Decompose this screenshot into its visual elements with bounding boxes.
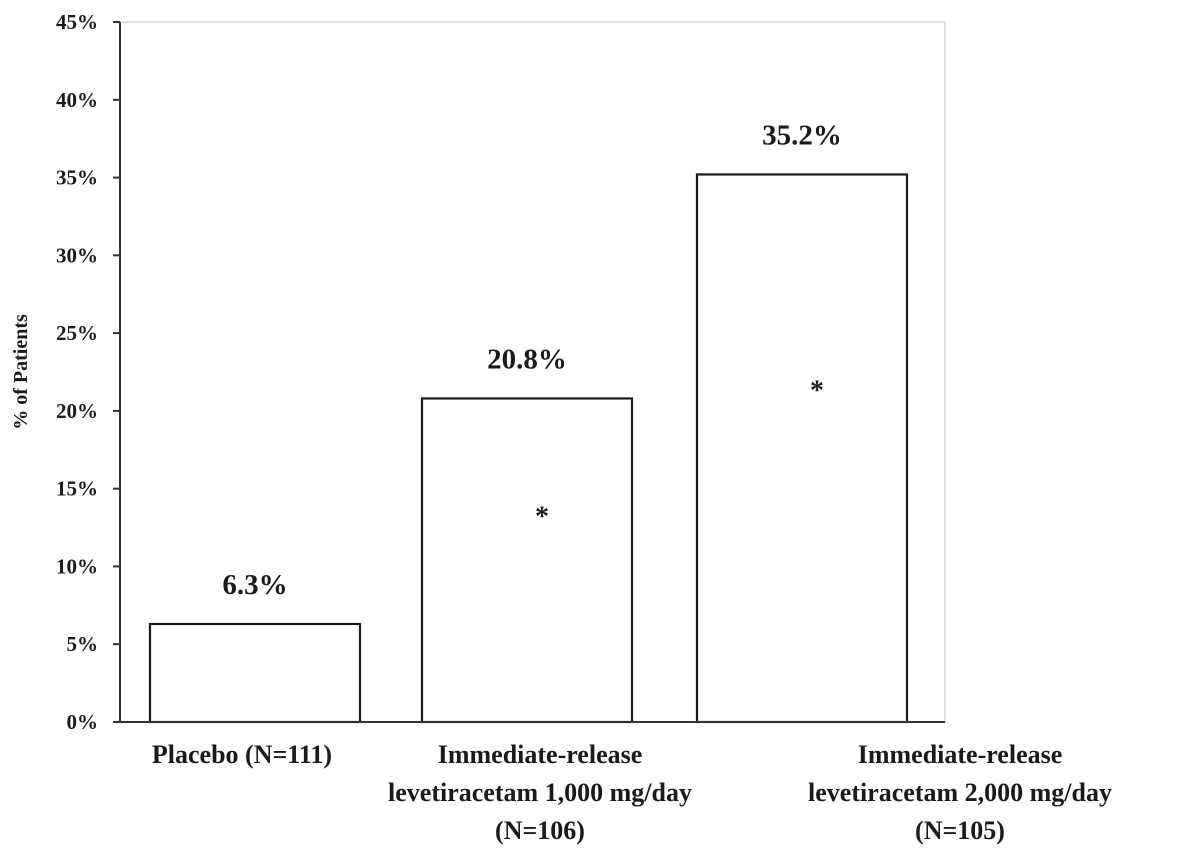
category-label: Placebo (N=111) xyxy=(152,740,332,769)
category-label: Immediate-release levetiracetam 2,000 mg/… xyxy=(808,740,1112,845)
value-labels: 6.3% 20.8% 35.2% xyxy=(222,119,842,601)
data-label: 35.2% xyxy=(762,119,842,151)
y-tick-label: 10% xyxy=(56,554,98,578)
data-label: 20.8% xyxy=(487,343,567,375)
y-tick-label: 45% xyxy=(56,10,98,34)
bars xyxy=(148,173,909,724)
data-label: 6.3% xyxy=(222,569,287,601)
y-tick-label: 5% xyxy=(67,632,99,656)
bar xyxy=(695,173,909,724)
asterisk-marker: * xyxy=(535,502,549,533)
y-tick-label: 20% xyxy=(56,399,98,423)
significance-markers: ** xyxy=(535,376,824,533)
y-axis-ticks: 0% 5% 10% 15% 20% 25% 30% 35% 40% 45% xyxy=(56,10,120,734)
y-tick-label: 30% xyxy=(56,243,98,267)
y-tick-label: 40% xyxy=(56,88,98,112)
y-axis-label: % of Patients xyxy=(10,314,32,430)
y-tick-label: 25% xyxy=(56,321,98,345)
y-tick-label: 0% xyxy=(67,710,99,734)
category-label: Immediate-release levetiracetam 1,000 mg/… xyxy=(388,740,692,845)
asterisk-marker: * xyxy=(810,376,824,407)
y-tick-label: 15% xyxy=(56,477,98,501)
bar xyxy=(148,622,362,724)
category-labels: Placebo (N=111) Immediate-release levetira… xyxy=(152,740,1112,845)
bar xyxy=(420,397,634,724)
y-tick-label: 35% xyxy=(56,166,98,190)
